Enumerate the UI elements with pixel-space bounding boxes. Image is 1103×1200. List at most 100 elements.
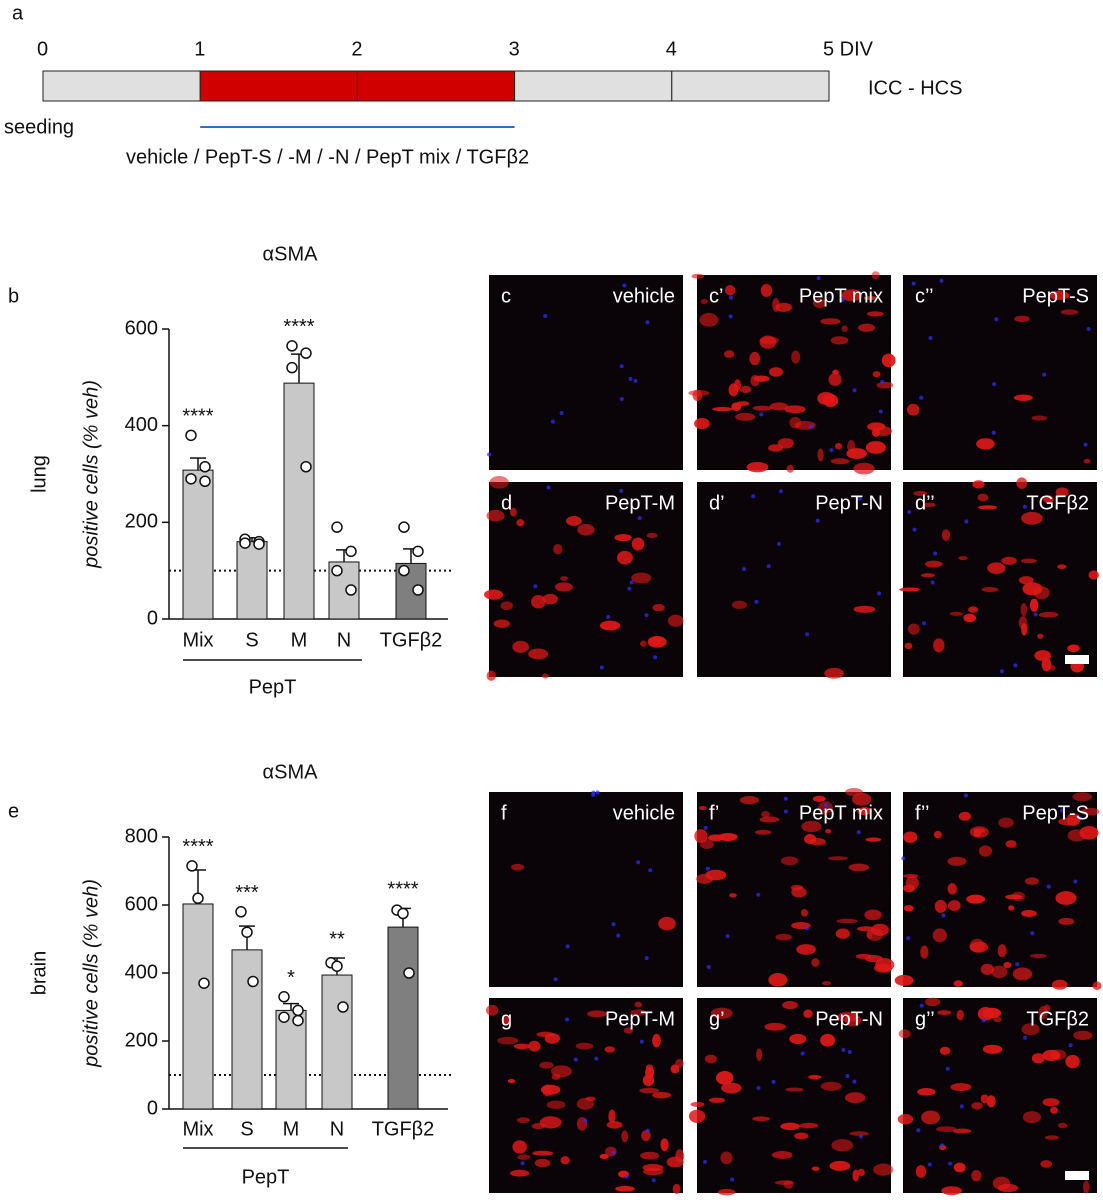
cell	[694, 417, 710, 430]
nucleus	[564, 1017, 569, 1022]
cell	[1021, 1023, 1040, 1036]
cell	[551, 1065, 572, 1078]
x-tick-label: Mix	[182, 1118, 213, 1140]
cell	[1066, 813, 1081, 826]
cell	[800, 909, 808, 917]
nucleus	[933, 551, 938, 556]
cell	[873, 1163, 894, 1176]
cell	[694, 829, 708, 843]
cell	[1057, 1122, 1068, 1129]
timeline-segment	[671, 70, 830, 102]
cell	[691, 273, 705, 279]
data-point	[186, 860, 198, 872]
nucleus	[636, 860, 641, 865]
cell	[875, 426, 893, 437]
nucleus	[622, 283, 627, 288]
cell	[1020, 558, 1037, 564]
cell	[835, 928, 850, 939]
data-point	[345, 545, 357, 558]
micrograph-label: PepT-S	[1022, 285, 1089, 307]
nucleus	[858, 496, 863, 501]
micrograph	[903, 275, 1097, 470]
cell	[784, 405, 806, 414]
bar	[321, 974, 353, 1110]
cell	[512, 640, 529, 653]
cell	[755, 829, 772, 835]
group-label: PepT	[242, 1166, 290, 1188]
cell	[933, 638, 945, 653]
cell	[811, 1166, 820, 1171]
cell	[830, 336, 849, 345]
micrograph-letter: g	[501, 1008, 512, 1030]
cell	[953, 980, 963, 987]
cell	[516, 1117, 530, 1124]
nucleus	[754, 599, 759, 604]
cell	[631, 572, 652, 584]
cell	[1042, 1098, 1060, 1107]
nucleus	[877, 591, 882, 596]
cell	[630, 1009, 647, 1017]
cell	[553, 544, 563, 555]
data-point	[300, 461, 312, 473]
cell	[775, 933, 792, 941]
cell	[844, 1092, 866, 1104]
cell	[913, 490, 928, 497]
cell	[857, 807, 872, 816]
micrograph-letter: f’	[709, 802, 719, 824]
nucleus	[1068, 1043, 1073, 1048]
cell	[817, 391, 835, 405]
nucleus	[702, 1159, 707, 1164]
y-axis-label: positive cells (% veh)	[80, 879, 102, 1068]
data-point	[253, 538, 265, 550]
cell	[700, 298, 708, 305]
cell	[950, 1083, 972, 1092]
cell	[731, 600, 747, 610]
timeline-tick-label: 2	[351, 38, 362, 60]
cell	[764, 1022, 786, 1031]
nucleus	[583, 1118, 588, 1123]
cell	[539, 1116, 562, 1129]
micrograph-letter: d’’	[915, 492, 935, 514]
cell	[836, 918, 858, 924]
micrograph	[489, 275, 683, 470]
cell	[876, 381, 894, 389]
cell	[998, 817, 1014, 828]
cell	[1043, 495, 1054, 504]
row-label: brain	[28, 951, 50, 995]
nucleus	[856, 830, 861, 835]
cell	[972, 480, 985, 489]
group-label: PepT	[249, 676, 297, 698]
cell	[785, 1087, 804, 1092]
cell	[729, 893, 737, 898]
cell	[565, 516, 582, 526]
cell	[1022, 1111, 1041, 1124]
nucleus	[730, 1177, 735, 1182]
cell	[1005, 840, 1017, 848]
cell	[1051, 979, 1068, 990]
nucleus	[553, 977, 558, 982]
nucleus	[756, 1085, 761, 1090]
nucleus	[991, 430, 996, 435]
nucleus	[1015, 962, 1020, 967]
cell	[980, 1094, 989, 1104]
cell	[640, 1151, 660, 1160]
timeline-segment	[356, 70, 516, 102]
cell	[820, 1081, 842, 1091]
cell	[791, 350, 801, 364]
cell	[690, 1101, 705, 1107]
nucleus	[725, 934, 730, 939]
significance-label: *	[287, 967, 295, 989]
x-tick-label: S	[245, 629, 258, 651]
cell	[865, 837, 882, 842]
y-tick-label: 800	[125, 825, 158, 847]
cell	[956, 1009, 964, 1021]
cell	[542, 673, 549, 679]
cell	[1037, 633, 1044, 639]
nucleus	[565, 944, 570, 949]
data-point	[300, 347, 312, 359]
cell	[937, 1010, 952, 1016]
cell	[532, 1150, 554, 1156]
cell	[852, 1169, 859, 1182]
cell	[1029, 953, 1047, 959]
cell	[958, 556, 968, 561]
